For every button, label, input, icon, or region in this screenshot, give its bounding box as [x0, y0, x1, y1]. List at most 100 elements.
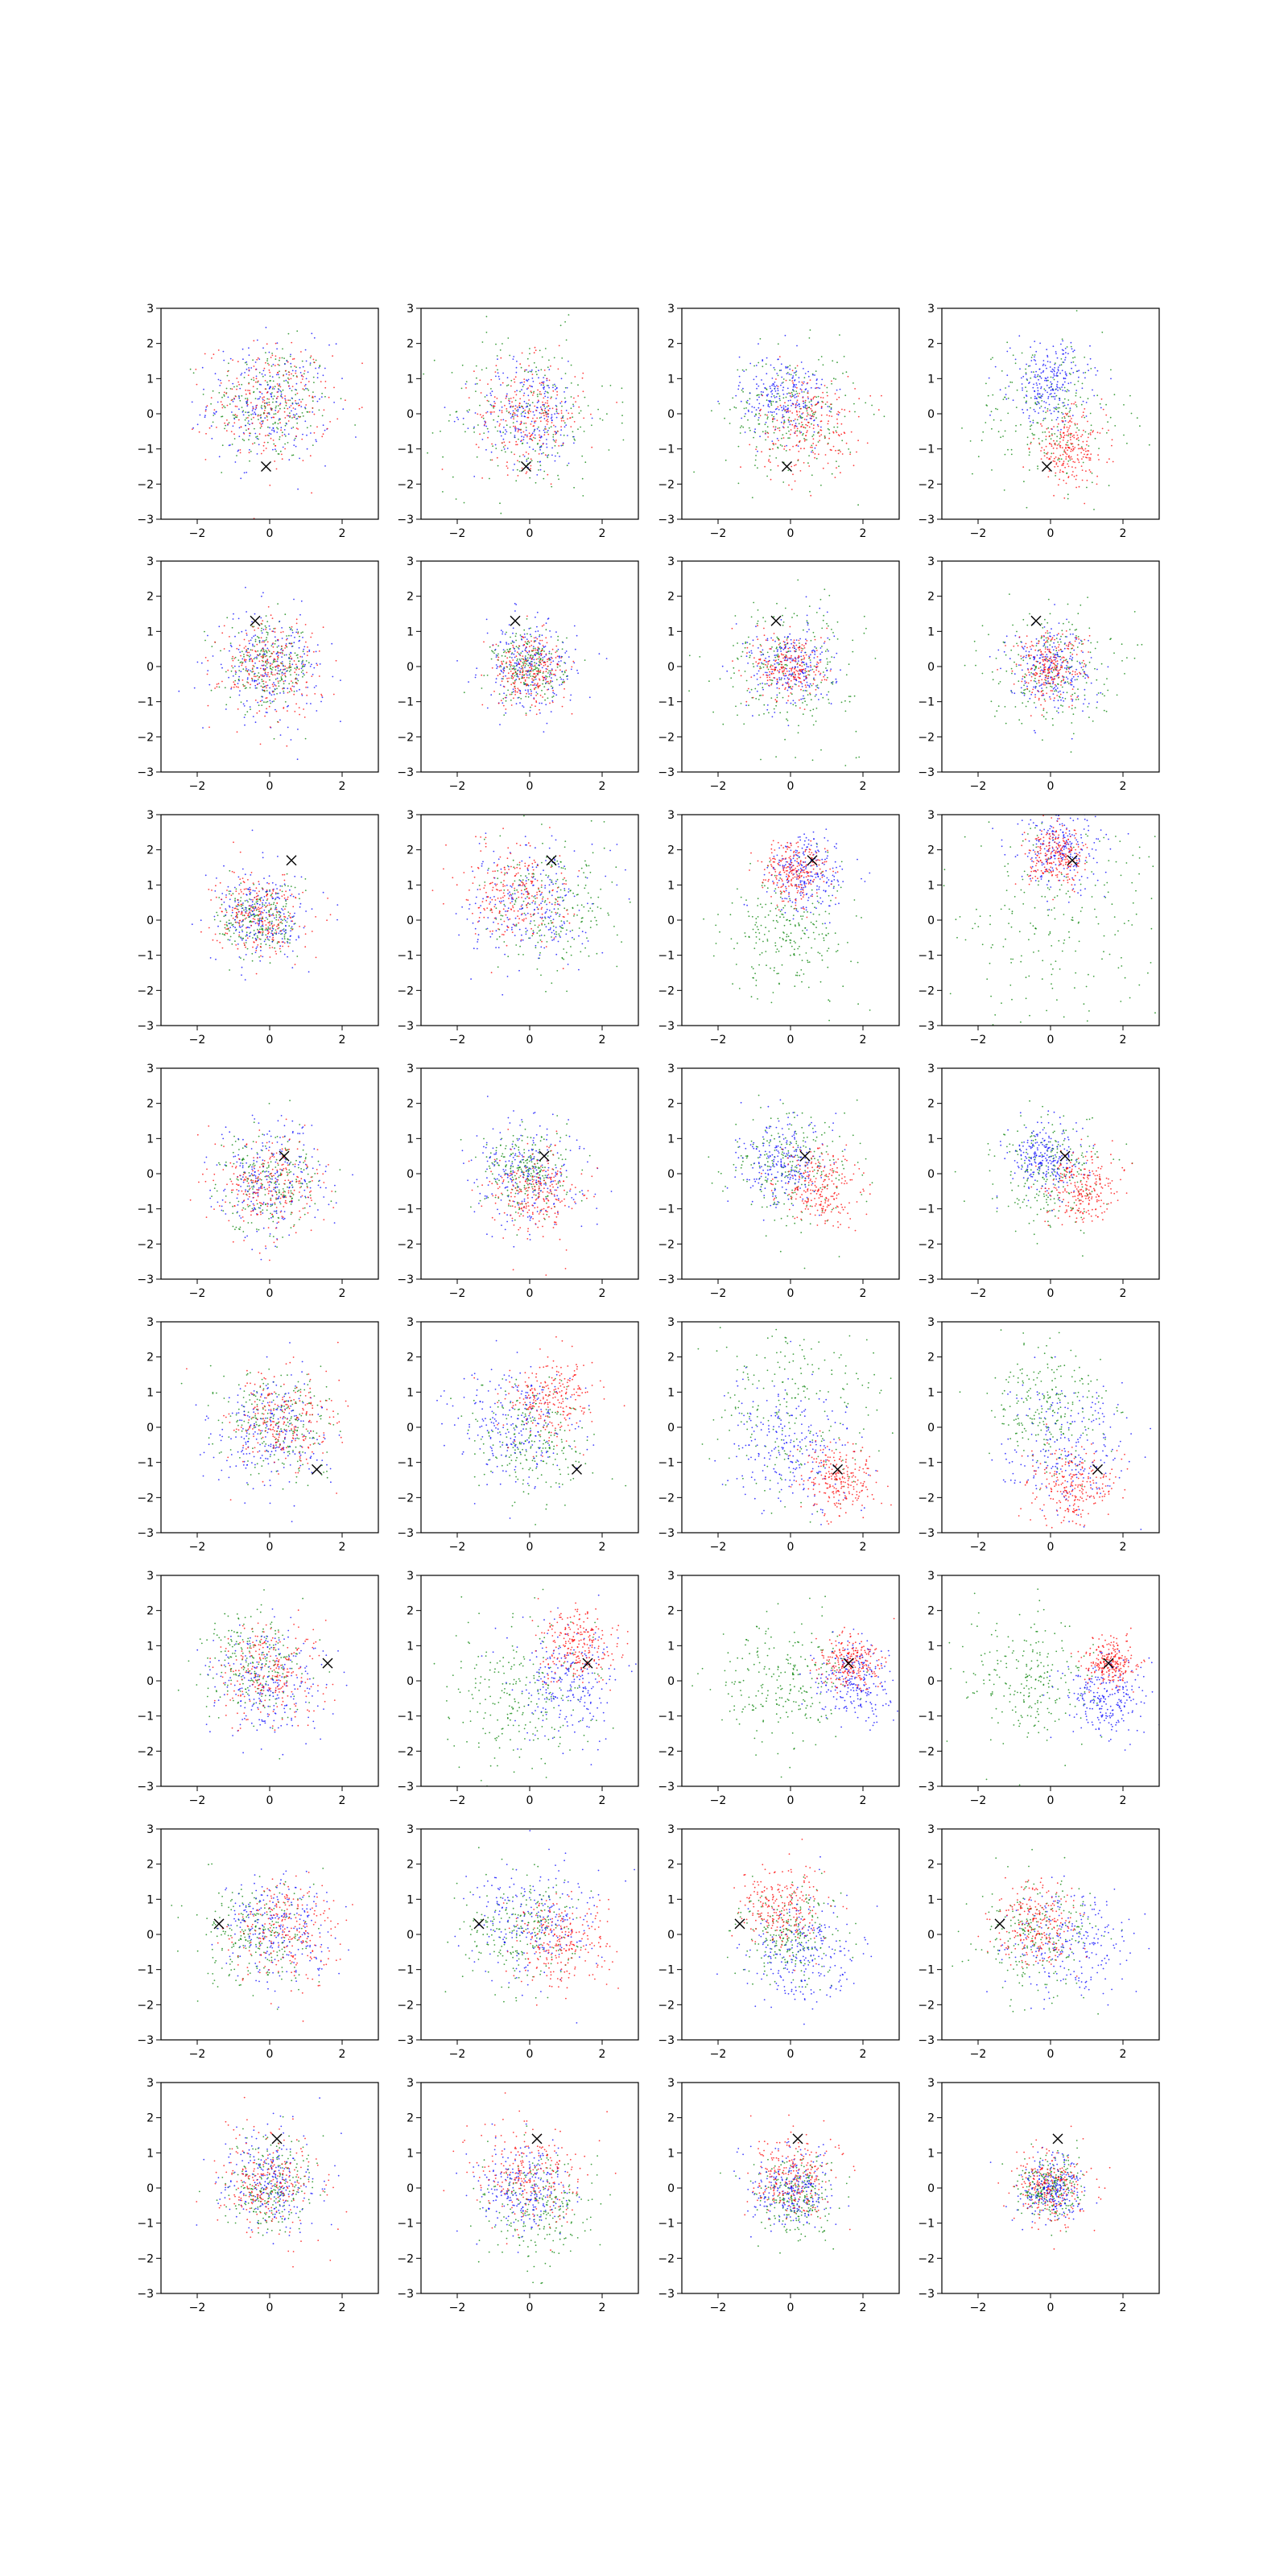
- point-blue: [275, 409, 277, 411]
- point-blue: [840, 669, 841, 671]
- point-green: [223, 394, 225, 396]
- point-green: [822, 696, 824, 699]
- point-green: [547, 672, 549, 674]
- point-green: [507, 337, 510, 339]
- point-blue: [539, 446, 542, 448]
- point-red: [537, 389, 539, 391]
- point-blue: [1030, 346, 1031, 349]
- point-green: [819, 598, 822, 601]
- point-blue: [276, 677, 279, 679]
- point-blue: [269, 628, 271, 630]
- point-red: [1066, 426, 1068, 428]
- point-green: [486, 675, 489, 676]
- y-tick-label: 0: [147, 408, 154, 421]
- point-blue: [573, 625, 576, 627]
- point-green: [1101, 331, 1104, 333]
- point-red: [294, 365, 295, 367]
- point-blue: [806, 621, 808, 624]
- point-blue: [277, 374, 279, 376]
- point-green: [242, 438, 244, 440]
- point-blue: [311, 663, 312, 666]
- point-green: [816, 687, 819, 688]
- point-red: [555, 669, 557, 671]
- point-red: [1106, 461, 1108, 464]
- point-green: [510, 451, 513, 453]
- point-blue: [559, 456, 560, 457]
- point-red: [512, 678, 514, 679]
- point-blue: [269, 386, 271, 388]
- point-blue: [795, 639, 798, 641]
- point-green: [269, 667, 271, 670]
- axes-frame: [420, 560, 639, 773]
- point-green: [831, 629, 832, 630]
- point-green: [1059, 437, 1061, 440]
- point-green: [771, 679, 774, 682]
- point-red: [769, 461, 771, 464]
- point-green: [1034, 402, 1037, 404]
- point-red: [567, 418, 568, 420]
- point-red: [236, 378, 238, 379]
- point-green: [552, 384, 554, 386]
- point-blue: [485, 448, 487, 451]
- point-red: [309, 455, 312, 457]
- point-blue: [1056, 357, 1059, 359]
- point-green: [1061, 411, 1063, 414]
- point-blue: [826, 670, 828, 671]
- point-green: [246, 363, 248, 365]
- point-green: [221, 396, 223, 398]
- y-tick-label: 0: [667, 408, 675, 421]
- point-green: [782, 382, 784, 383]
- point-red: [233, 683, 236, 685]
- point-red: [794, 432, 796, 435]
- point-green: [744, 671, 746, 672]
- point-green: [273, 737, 275, 740]
- point-red: [513, 697, 514, 700]
- point-red: [1084, 453, 1085, 456]
- point-blue: [262, 668, 265, 670]
- point-green: [476, 377, 477, 379]
- point-green: [1002, 398, 1005, 400]
- point-green: [513, 416, 514, 418]
- point-green: [734, 615, 737, 617]
- point-blue: [539, 664, 541, 667]
- point-blue: [1064, 348, 1067, 349]
- point-green: [256, 687, 258, 689]
- point-red: [247, 374, 250, 376]
- point-red: [519, 670, 521, 671]
- point-green: [296, 330, 299, 332]
- point-blue: [1057, 416, 1059, 419]
- point-green: [499, 349, 502, 351]
- point-red: [791, 369, 794, 372]
- point-blue: [549, 407, 551, 410]
- point-blue: [511, 415, 514, 418]
- point-green: [267, 426, 269, 428]
- point-blue: [548, 650, 551, 653]
- point-green: [229, 696, 231, 699]
- point-green: [1002, 436, 1004, 437]
- point-blue: [543, 655, 546, 658]
- point-red: [1064, 451, 1066, 453]
- point-red: [1087, 450, 1088, 452]
- point-red: [790, 429, 792, 431]
- point-blue: [256, 339, 258, 341]
- point-blue: [279, 734, 282, 736]
- point-blue: [806, 614, 808, 617]
- point-green: [242, 668, 245, 671]
- point-green: [245, 411, 247, 413]
- point-blue: [810, 662, 811, 663]
- point-green: [777, 446, 778, 448]
- point-red: [516, 407, 518, 408]
- point-red: [802, 382, 804, 385]
- point-blue: [1046, 380, 1047, 382]
- point-green: [530, 370, 533, 373]
- point-green: [805, 671, 807, 673]
- point-blue: [1040, 387, 1042, 390]
- point-green: [241, 383, 243, 386]
- point-green: [775, 647, 778, 650]
- point-blue: [264, 417, 266, 419]
- point-blue: [214, 413, 216, 415]
- point-green: [236, 455, 237, 456]
- point-red: [526, 436, 528, 438]
- point-blue: [266, 712, 268, 713]
- point-red: [539, 382, 541, 384]
